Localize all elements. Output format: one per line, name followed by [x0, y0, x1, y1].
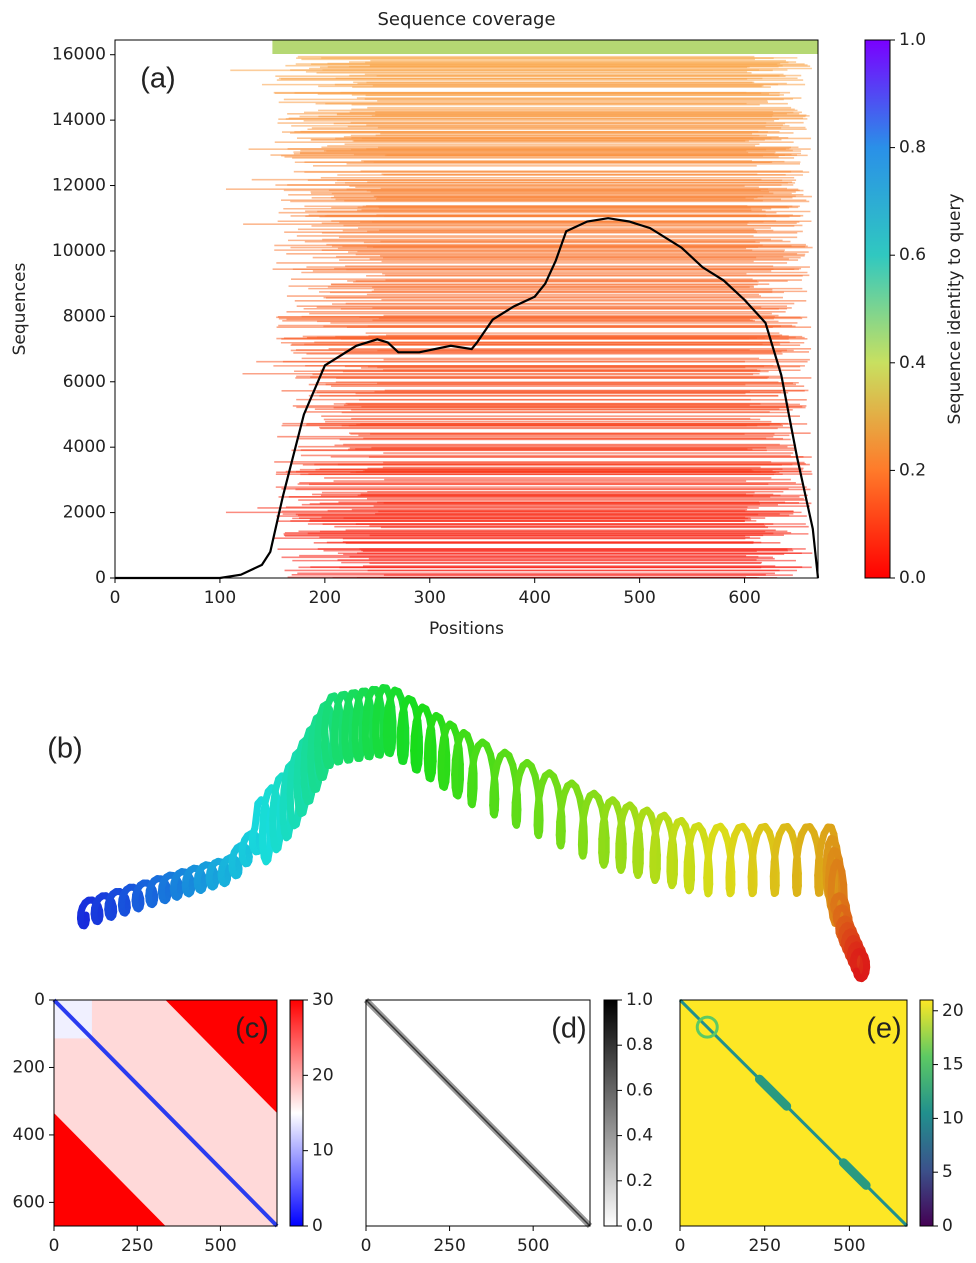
y-tick-label: 14000: [52, 110, 106, 130]
chart-title: Sequence coverage: [377, 9, 555, 30]
y-tick-label: 10000: [52, 241, 106, 261]
colorbar-tick-label: 20: [312, 1065, 334, 1085]
panel-label: (e): [866, 1013, 901, 1045]
backbone-segment: [251, 800, 262, 832]
colorbar: [603, 999, 618, 1227]
colorbar-tick-label: 30: [312, 990, 334, 1010]
x-tick-label: 500: [623, 588, 655, 608]
y-tick-label: 0: [95, 568, 106, 588]
colorbar-tick-label: 1.0: [899, 30, 926, 50]
colorbar-tick-label: 20: [942, 1001, 964, 1021]
coverage-line: [115, 217, 820, 580]
x-tick-label: 300: [414, 588, 446, 608]
x-tick-label: 200: [309, 588, 341, 608]
colorbar: [289, 999, 304, 1227]
colorbar-tick-label: 0: [942, 1216, 953, 1236]
heatmap-domain: [838, 1158, 871, 1190]
identity-band: [272, 40, 818, 54]
colorbar-tick-label: 0.0: [899, 568, 926, 588]
axes-frame: [114, 39, 819, 579]
colorbar: [919, 999, 934, 1227]
x-tick-label: 0: [110, 588, 121, 608]
backbone-segment: [852, 967, 861, 979]
colorbar-tick-label: 10: [942, 1108, 964, 1128]
colorbar-tick-label: 0.6: [899, 245, 926, 265]
msa-coverage: [225, 40, 818, 578]
x-tick-label: 100: [204, 588, 236, 608]
y-tick-label: 0: [34, 990, 45, 1010]
colorbar-tick-label: 0.8: [626, 1035, 653, 1055]
x-tick-label: 250: [121, 1236, 153, 1256]
protein-structure: [76, 684, 871, 983]
x-axis-label: Positions: [429, 619, 504, 639]
heatmap-diagonal: [52, 998, 279, 1228]
x-tick-label: 600: [728, 588, 760, 608]
y-tick-label: 6000: [63, 372, 106, 392]
panel-label: (d): [551, 1013, 586, 1045]
colorbar-tick-label: 0.2: [899, 460, 926, 480]
x-tick-label: 0: [361, 1236, 372, 1256]
y-tick-label: 200: [13, 1057, 45, 1077]
colorbar-tick-label: 0.4: [626, 1126, 653, 1146]
heatmap-cluster: [695, 1015, 719, 1039]
x-tick-label: 0: [49, 1236, 60, 1256]
heatmap-domain: [754, 1074, 792, 1111]
x-tick-label: 400: [518, 588, 550, 608]
y-axis-label: Sequences: [10, 263, 30, 356]
colorbar-tick-label: 10: [312, 1141, 334, 1161]
colorbar-label: Sequence identity to query: [945, 193, 965, 424]
panel-label: (b): [47, 733, 82, 765]
colorbar-tick-label: 0: [312, 1216, 323, 1236]
axes-frame: [53, 999, 278, 1227]
panel-label: (a): [140, 63, 175, 95]
axes-frame: [365, 999, 591, 1227]
heatmap-diagonal: [365, 999, 591, 1227]
colorbar: [864, 39, 891, 579]
x-tick-label: 0: [675, 1236, 686, 1256]
colorbar-tick-label: 0.4: [899, 353, 926, 373]
colorbar-tick-label: 15: [942, 1055, 964, 1075]
y-tick-label: 4000: [63, 437, 106, 457]
colorbar-tick-label: 0.2: [626, 1171, 653, 1191]
colorbar-tick-label: 0.8: [899, 138, 926, 158]
x-tick-label: 500: [204, 1236, 236, 1256]
y-tick-label: 16000: [52, 45, 106, 65]
y-tick-label: 8000: [63, 306, 106, 326]
y-tick-label: 12000: [52, 176, 106, 196]
colorbar-tick-label: 1.0: [626, 990, 653, 1010]
colorbar-tick-label: 5: [942, 1162, 953, 1182]
colorbar-tick-label: 0.6: [626, 1080, 653, 1100]
x-tick-label: 500: [833, 1236, 865, 1256]
y-tick-label: 400: [13, 1125, 45, 1145]
x-tick-label: 250: [748, 1236, 780, 1256]
axes-frame: [679, 999, 908, 1227]
panel-label: (c): [235, 1013, 269, 1045]
y-tick-label: 600: [13, 1192, 45, 1212]
x-tick-label: 500: [517, 1236, 549, 1256]
colorbar-tick-label: 0.0: [626, 1216, 653, 1236]
x-tick-label: 250: [433, 1236, 465, 1256]
y-tick-label: 2000: [63, 503, 106, 523]
